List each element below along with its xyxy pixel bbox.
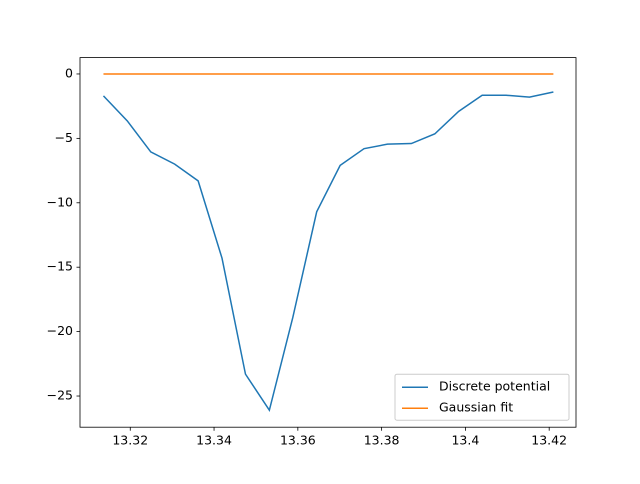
x-tick-label: 13.36 (280, 433, 316, 448)
series-line (102, 91, 554, 413)
legend-label: Gaussian fit (439, 400, 513, 415)
axes-frame (79, 57, 577, 428)
y-tick-label: −20 (47, 323, 73, 338)
x-tick-label: 13.34 (196, 433, 232, 448)
y-tick-label: 0 (65, 65, 73, 80)
y-tick-label: −25 (47, 388, 73, 403)
legend-box (394, 373, 570, 421)
x-tick-label: 13.38 (364, 433, 400, 448)
x-tick-label: 13.42 (531, 433, 567, 448)
y-tick-label: −5 (55, 130, 73, 145)
y-tick-label: −15 (47, 259, 73, 274)
y-tick-label: −10 (47, 194, 73, 209)
legend-label: Discrete potential (439, 379, 550, 394)
legend: Discrete potential Gaussian fit (394, 373, 570, 421)
x-tick-label: 13.4 (451, 433, 479, 448)
x-tick-label: 13.32 (112, 433, 148, 448)
